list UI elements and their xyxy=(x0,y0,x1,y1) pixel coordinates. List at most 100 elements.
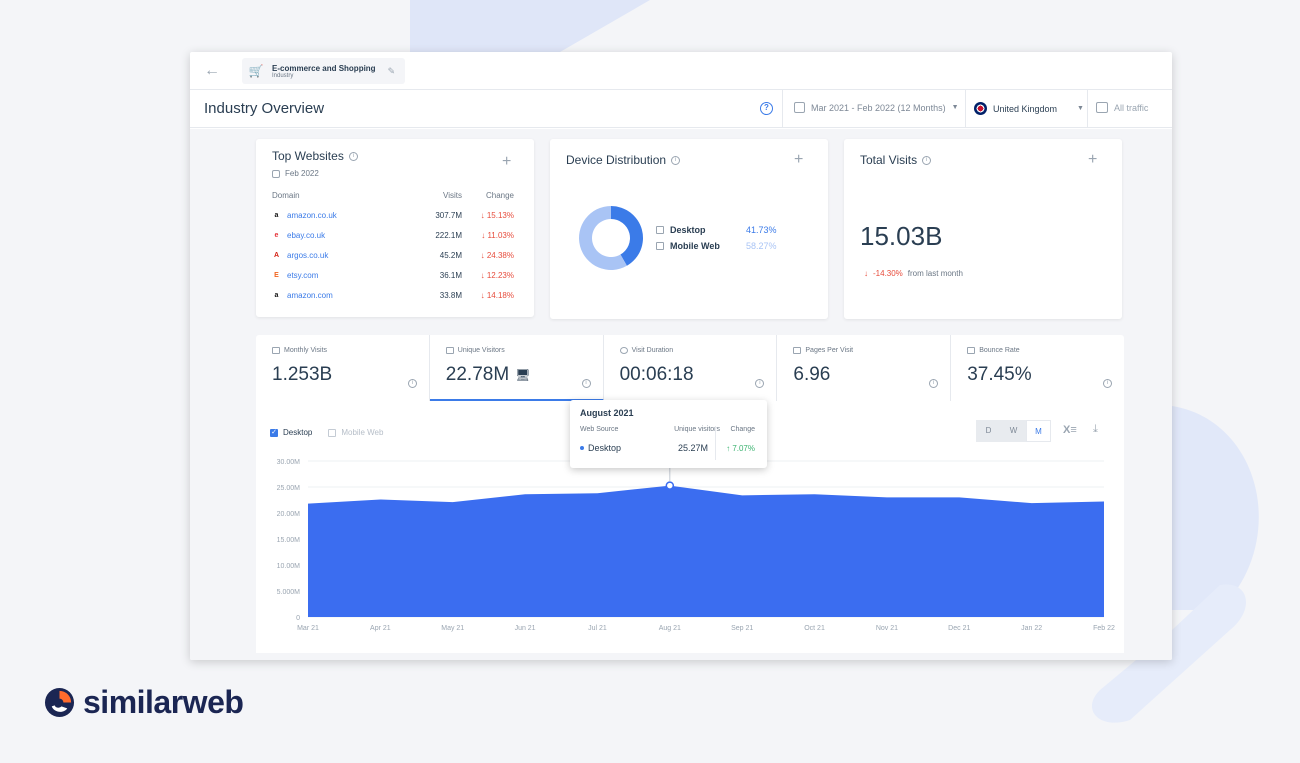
change-value: 24.38% xyxy=(486,251,514,260)
donut-slice-mobile-web[interactable] xyxy=(579,206,627,270)
domain-link[interactable]: amazon.co.uk xyxy=(287,211,337,220)
date-range-label: Mar 2021 - Feb 2022 (12 Months) xyxy=(811,102,946,113)
checkmark-icon: ✓ xyxy=(270,428,278,437)
tooltip-source: Desktop xyxy=(588,443,622,453)
page-header: Industry Overview ? Mar 2021 - Feb 2022 … xyxy=(190,90,1172,128)
uk-flag-icon xyxy=(974,102,987,115)
metric-monthly-visits[interactable]: Monthly Visits 1.253B i xyxy=(256,335,430,401)
x-tick-label: Feb 22 xyxy=(1093,625,1115,632)
main-content: Top Websites i + Feb 2022 Domain Visits … xyxy=(190,129,1172,660)
x-tick-label: Sep 21 xyxy=(731,625,753,632)
total-visits-change-note: from last month xyxy=(907,269,963,278)
country-selector[interactable]: United Kingdom ▼ xyxy=(974,102,1084,115)
y-tick-label: 5.000M xyxy=(277,589,301,596)
legend-label: Mobile Web xyxy=(670,241,720,251)
info-icon[interactable]: i xyxy=(755,379,765,388)
metrics-bar: Monthly Visits 1.253B i Unique Visitors … xyxy=(256,335,1124,401)
unchecked-box-icon xyxy=(328,428,337,437)
mobile-web-checkbox[interactable]: Mobile Web xyxy=(328,428,383,437)
add-plus-icon[interactable]: + xyxy=(502,153,512,170)
metric-bounce-rate[interactable]: Bounce Rate 37.45% i xyxy=(951,335,1124,401)
domain-link[interactable]: argos.co.uk xyxy=(287,251,329,260)
legend-value: 41.73% xyxy=(746,225,777,235)
device-donut-chart xyxy=(579,206,643,270)
info-icon[interactable]: i xyxy=(407,379,417,388)
table-row[interactable]: a amazon.co.uk 307.7M ↓ 15.13% xyxy=(272,211,518,220)
desktop-series-area[interactable] xyxy=(308,485,1104,617)
edit-pencil-icon[interactable]: ✎ xyxy=(387,65,396,76)
down-arrow-icon: ↓ xyxy=(480,271,487,280)
info-icon[interactable]: i xyxy=(1102,379,1112,388)
x-tick-label: Aug 21 xyxy=(659,625,681,632)
info-icon[interactable]: i xyxy=(581,379,591,388)
total-visits-card: Total Visits i + 15.03B ↓ -14.30% from l… xyxy=(844,139,1122,319)
pages-icon xyxy=(793,347,802,354)
total-visits-change-arrow-icon: ↓ xyxy=(864,269,868,278)
similarweb-logo: similarweb xyxy=(44,684,244,721)
domain-link[interactable]: amazon.com xyxy=(287,291,333,300)
industry-breadcrumb[interactable]: 🛒 E-commerce and Shopping Industry ✎ xyxy=(242,58,406,84)
download-icon[interactable]: ⤓ xyxy=(1093,423,1098,435)
granularity-monthly-button[interactable]: M xyxy=(1026,420,1051,442)
users-icon xyxy=(445,347,454,354)
y-tick-label: 0 xyxy=(296,615,300,622)
chart-card: ✓ Desktop Mobile Web D W M X≡ ⤓ 0 5.000M 1… xyxy=(256,401,1124,653)
change-value: 11.03% xyxy=(487,231,514,240)
table-row[interactable]: e ebay.co.uk 222.1M ↓ 11.03% xyxy=(272,231,518,240)
domain-link[interactable]: etsy.com xyxy=(287,271,319,280)
desktop-monitor-icon: 🖥 xyxy=(515,368,531,382)
granularity-weekly-button[interactable]: W xyxy=(1001,420,1026,442)
country-label: United Kingdom xyxy=(993,103,1058,114)
info-icon[interactable]: i xyxy=(929,379,939,388)
legend-label: Desktop xyxy=(670,225,706,235)
x-tick-label: Nov 21 xyxy=(876,625,898,632)
caret-down-icon: ▼ xyxy=(1077,105,1084,112)
down-arrow-icon: ↓ xyxy=(480,291,487,300)
domain-link[interactable]: ebay.co.uk xyxy=(287,231,326,240)
add-plus-icon[interactable]: + xyxy=(1088,151,1098,168)
legend-item: Mobile Web 58.27% xyxy=(656,241,777,251)
metric-pages-per-visit[interactable]: Pages Per Visit 6.96 i xyxy=(777,335,952,401)
unique-visitors-area-chart: 0 5.000M 10.00M 15.00M 20.00M 25.00M 30.00M Mar… xyxy=(277,401,1115,632)
brand-name: similarweb xyxy=(83,684,244,720)
site-favicon-icon: E xyxy=(274,272,279,279)
desktop-icon xyxy=(656,226,664,234)
metric-unique-visitors[interactable]: Unique Visitors 22.78M 🖥 i xyxy=(429,335,604,401)
site-favicon-icon: e xyxy=(274,232,279,239)
top-websites-date: Feb 2022 xyxy=(285,169,319,178)
device-distribution-card: Device Distribution i + Desktop 41.73% Mob… xyxy=(550,139,828,319)
info-icon[interactable]: i xyxy=(922,155,932,165)
clock-icon xyxy=(619,347,628,354)
back-arrow-icon[interactable]: ← xyxy=(204,62,220,79)
table-header: Domain Visits Change xyxy=(272,191,514,200)
date-range-picker[interactable]: Mar 2021 - Feb 2022 (12 Months) ▼ xyxy=(794,102,959,113)
traffic-filter[interactable]: All traffic xyxy=(1096,102,1148,113)
y-tick-label: 25.00M xyxy=(277,485,301,492)
data-point[interactable] xyxy=(665,481,675,490)
devices-icon xyxy=(1096,102,1108,113)
metric-visit-duration[interactable]: Visit Duration 00:06:18 i xyxy=(604,335,778,401)
page-title: Industry Overview xyxy=(204,100,325,117)
help-icon[interactable]: ? xyxy=(760,102,773,115)
x-tick-label: Mar 21 xyxy=(297,625,319,632)
add-plus-icon[interactable]: + xyxy=(794,151,804,168)
x-tick-label: Jan 22 xyxy=(1021,625,1042,632)
info-icon[interactable]: i xyxy=(671,155,681,165)
site-favicon-icon: a xyxy=(274,212,279,219)
x-tick-label: Dec 21 xyxy=(948,625,970,632)
excel-export-icon[interactable]: X≡ xyxy=(1063,424,1077,436)
x-tick-label: Jul 21 xyxy=(588,625,607,632)
donut-slice-desktop[interactable] xyxy=(611,206,643,266)
desktop-checkbox[interactable]: ✓ Desktop xyxy=(270,428,313,437)
chart-tooltip: August 2021 Web Source Unique visitors C… xyxy=(570,400,767,468)
top-websites-card: Top Websites i + Feb 2022 Domain Visits … xyxy=(256,139,534,317)
table-row[interactable]: a amazon.com 33.8M ↓ 14.18% xyxy=(272,291,518,300)
tooltip-value: 25.27M xyxy=(677,443,708,453)
app-window: ← 🛒 E-commerce and Shopping Industry ✎ I… xyxy=(190,52,1172,660)
granularity-daily-button[interactable]: D xyxy=(976,420,1001,442)
x-tick-label: Jun 21 xyxy=(515,625,536,632)
y-tick-label: 10.00M xyxy=(277,563,301,570)
info-icon[interactable]: i xyxy=(348,151,358,161)
